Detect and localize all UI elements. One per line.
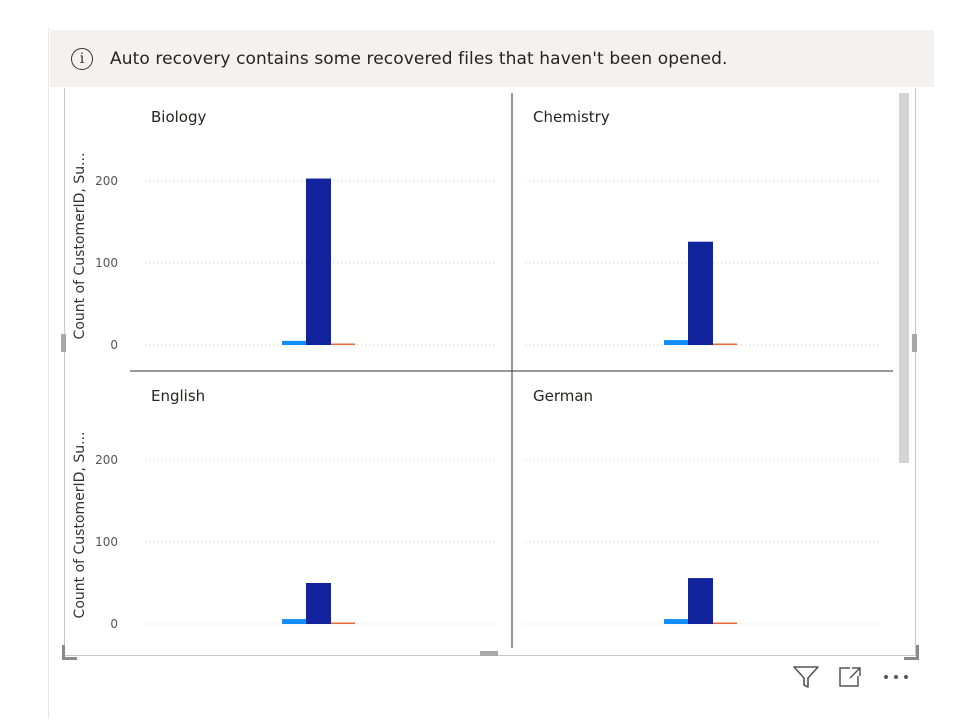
visual-frame: [48, 28, 936, 718]
focus-mode-icon[interactable]: [836, 664, 864, 690]
bar: [282, 619, 306, 624]
bar: [664, 619, 688, 624]
bar: [688, 241, 713, 345]
banner-message: Auto recovery contains some recovered fi…: [110, 48, 728, 69]
auto-recovery-banner: i Auto recovery contains some recovered …: [50, 30, 934, 87]
panel-title: Chemistry: [533, 108, 610, 126]
bar: [306, 583, 331, 624]
bar: [282, 340, 306, 345]
y-tick-label: 200: [95, 174, 118, 188]
bar: [713, 343, 737, 345]
more-options-icon[interactable]: [880, 664, 912, 690]
info-icon: i: [71, 47, 93, 70]
resize-handle-right[interactable]: [912, 334, 917, 352]
resize-corner-bottom-right[interactable]: [904, 645, 919, 660]
bar: [688, 578, 713, 624]
resize-handle-left[interactable]: [61, 334, 66, 352]
panel-title: English: [151, 387, 205, 405]
bar: [713, 622, 737, 624]
y-tick-label: 100: [95, 535, 118, 549]
bar: [331, 343, 355, 345]
resize-handle-bottom[interactable]: [480, 651, 498, 656]
bar: [306, 178, 331, 345]
y-tick-label: 100: [95, 256, 118, 270]
y-axis-title: Count of CustomerID, Su...: [72, 153, 88, 340]
y-tick-label: 0: [110, 617, 118, 631]
y-tick-label: 200: [95, 453, 118, 467]
panel-title: German: [533, 387, 593, 405]
vertical-scrollbar[interactable]: [899, 93, 909, 463]
resize-corner-bottom-left[interactable]: [62, 645, 77, 660]
panel-title: Biology: [151, 108, 207, 126]
bar: [664, 340, 688, 345]
y-tick-label: 0: [110, 338, 118, 352]
filter-icon[interactable]: [792, 664, 820, 690]
bar: [331, 622, 355, 624]
y-axis-title: Count of CustomerID, Su...: [72, 432, 88, 619]
